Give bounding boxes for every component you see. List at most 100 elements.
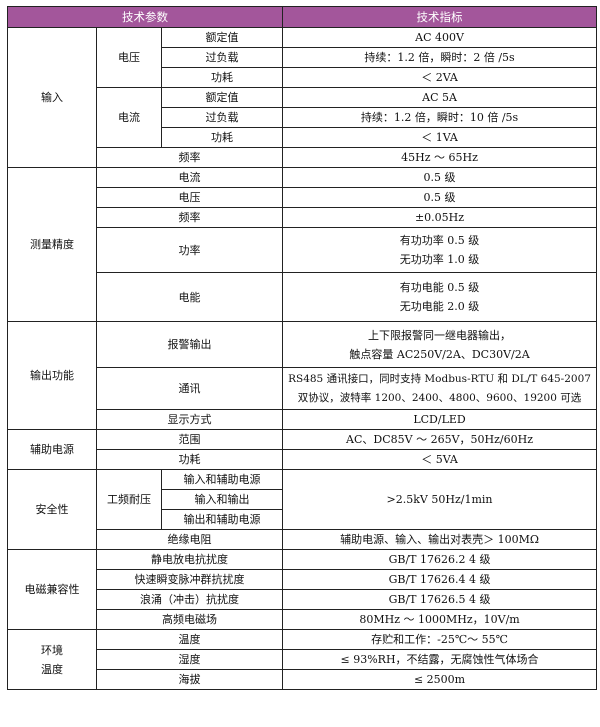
value-line: 上下限报警同一继电器输出， (368, 328, 512, 342)
value-cell: ≤ 2500m (282, 669, 598, 690)
group-emc: 电磁兼容性 (7, 549, 97, 630)
value-cell: 存贮和工作：-25℃～ 55℃ (282, 629, 598, 650)
value-line: 触点容量 AC250V/2A、DC30V/2A (349, 347, 530, 361)
value-cell: RS485 通讯接口，同时支持 Modbus-RTU 和 DL/T 645-20… (282, 367, 598, 410)
header-param: 技术参数 (6, 6, 284, 28)
value-line: 有功功率 0.5 级 (399, 234, 480, 247)
group-accuracy: 测量精度 (7, 167, 97, 322)
value-cell: ＜ 1VA (282, 127, 598, 148)
table-row: 辅助电源 范围 AC、DC85V ～ 265V，50Hz/60Hz (7, 429, 598, 470)
value-cell: 45Hz ～ 65Hz (282, 147, 598, 168)
subgroup-withstand: 工频耐压 (96, 469, 162, 530)
table-row: 输出和辅助电源 (8, 509, 597, 530)
param-cell: 电能 (95, 272, 284, 322)
group-environment: 环境 温度 (7, 629, 97, 690)
value-cell: GB/T 17626.4 4 级 (282, 569, 598, 590)
param-cell: 频率 (95, 207, 284, 228)
table-row: 电磁兼容性 静电放电抗扰度 GB/T 17626.2 4 级 (7, 549, 598, 630)
table-row: 浪涌（冲击）抗扰度 GB/T 17626.5 4 级 (8, 589, 598, 610)
param-cell: 快速瞬变脉冲群抗扰度 (95, 569, 284, 590)
value-cell: GB/T 17626.5 4 级 (282, 589, 598, 610)
table-row: 输入和输出 (8, 489, 597, 510)
value-line: 无功电能 2.0 级 (399, 300, 480, 313)
param-cell: 额定值 (160, 87, 284, 108)
value-cell: 辅助电源、输入、输出对表壳＞ 100MΩ (282, 529, 598, 550)
table-header: 技术参数 技术指标 (6, 6, 598, 28)
value-line: 无功功率 1.0 级 (399, 253, 480, 266)
table-row: 功率 有功功率 0.5 级 无功功率 1.0 级 (8, 227, 598, 273)
subgroup-voltage: 电压 (96, 27, 162, 88)
table-row: 频率 ±0.05Hz (8, 207, 598, 228)
value-cell: ≤ 93%RH，不结露，无腐蚀性气体场合 (282, 649, 598, 670)
table-row: 电流 额定值 AC 5A (8, 87, 598, 148)
table-row: 输出功能 报警输出 上下限报警同一继电器输出， 触点容量 AC250V/2A、D… (7, 321, 598, 430)
value-cell: 上下限报警同一继电器输出， 触点容量 AC250V/2A、DC30V/2A (282, 321, 598, 368)
value-cell: ＜ 5VA (282, 449, 598, 470)
table-row: 高频电磁场 80MHz ～ 1000MHz，10V/m (8, 609, 598, 630)
param-cell: 绝缘电阻 (95, 529, 284, 550)
table-row: 绝缘电阻 辅助电源、输入、输出对表壳＞ 100MΩ (8, 529, 598, 550)
param-cell: 功率 (95, 227, 284, 273)
value-cell: AC 5A (282, 87, 598, 108)
param-cell: 高频电磁场 (95, 609, 284, 630)
param-cell: 额定值 (160, 27, 284, 48)
param-cell: 通讯 (95, 367, 284, 410)
param-cell: 显示方式 (95, 409, 284, 430)
header-spec: 技术指标 (282, 6, 598, 28)
value-cell: 持续：1.2 倍，瞬时：2 倍 /5s (282, 47, 598, 68)
table-row: 显示方式 LCD/LED (8, 409, 598, 430)
param-cell: 静电放电抗扰度 (95, 549, 284, 570)
value-cell: 0.5 级 (282, 167, 598, 188)
param-cell: 浪涌（冲击）抗扰度 (95, 589, 284, 610)
value-cell: AC 400V (282, 27, 598, 48)
group-input: 输入 (7, 27, 97, 168)
table-row: 快速瞬变脉冲群抗扰度 GB/T 17626.4 4 级 (8, 569, 598, 590)
param-cell: 输入和辅助电源 (160, 469, 284, 490)
param-cell: 电流 (95, 167, 284, 188)
value-cell: 有功电能 0.5 级 无功电能 2.0 级 (282, 272, 598, 322)
table-row: 功耗 ＜ 5VA (8, 449, 598, 470)
value-cell: AC、DC85V ～ 265V，50Hz/60Hz (282, 429, 598, 450)
value-line: 有功电能 0.5 级 (399, 281, 480, 294)
table-row: 环境 温度 温度 存贮和工作：-25℃～ 55℃ (7, 629, 598, 690)
spec-table: 技术参数 技术指标 输入 电压 额定值 AC 400V 过负载 持续：1.2 倍… (6, 6, 598, 690)
group-label-line: 温度 (41, 662, 63, 676)
subgroup-current: 电流 (96, 87, 162, 148)
table-row: 通讯 RS485 通讯接口，同时支持 Modbus-RTU 和 DL/T 645… (8, 367, 598, 410)
param-cell: 功耗 (95, 449, 284, 470)
param-cell: 电压 (95, 187, 284, 208)
group-label-line: 环境 (41, 643, 63, 657)
param-cell: 报警输出 (95, 321, 284, 368)
param-cell: 功耗 (160, 127, 284, 148)
group-safety: 安全性 (7, 469, 97, 550)
value-cell: GB/T 17626.2 4 级 (282, 549, 598, 570)
param-cell: 输出和辅助电源 (160, 509, 284, 530)
table-row: 频率 45Hz ～ 65Hz (8, 147, 598, 168)
value-cell: 有功功率 0.5 级 无功功率 1.0 级 (282, 227, 598, 273)
param-cell: 输入和输出 (160, 489, 284, 510)
value-cell: 80MHz ～ 1000MHz，10V/m (282, 609, 598, 630)
table-row: 输入 电压 额定值 AC 400V (7, 27, 598, 168)
param-cell: 海拔 (95, 669, 284, 690)
value-cell: ±0.05Hz (282, 207, 598, 228)
value-cell: 0.5 级 (282, 187, 598, 208)
group-output: 输出功能 (7, 321, 97, 430)
param-cell: 过负载 (160, 47, 284, 68)
value-cell: >2.5kV 50Hz/1min (282, 469, 598, 530)
table-row: 电能 有功电能 0.5 级 无功电能 2.0 级 (8, 272, 598, 322)
group-aux-power: 辅助电源 (7, 429, 97, 470)
value-line: 双协议，波特率 1200、2400、4800、9600、19200 可选 (297, 391, 582, 404)
table-row: 安全性 工频耐压 输入和辅助电源 >2.5kV 50Hz/1min (7, 469, 598, 550)
table-row: 海拔 ≤ 2500m (8, 669, 598, 690)
param-cell: 功耗 (160, 67, 284, 88)
param-cell: 过负载 (160, 107, 284, 128)
value-cell: 持续：1.2 倍，瞬时：10 倍 /5s (282, 107, 598, 128)
param-cell: 范围 (95, 429, 284, 450)
table-row: 电压 0.5 级 (8, 187, 598, 208)
value-cell: LCD/LED (282, 409, 598, 430)
table-row: 湿度 ≤ 93%RH，不结露，无腐蚀性气体场合 (8, 649, 598, 670)
param-cell: 频率 (95, 147, 284, 168)
table-row: 测量精度 电流 0.5 级 (7, 167, 598, 322)
value-line: RS485 通讯接口，同时支持 Modbus-RTU 和 DL/T 645-20… (288, 372, 591, 385)
table-row: 过负载 持续：1.2 倍，瞬时：10 倍 /5s (8, 107, 598, 128)
